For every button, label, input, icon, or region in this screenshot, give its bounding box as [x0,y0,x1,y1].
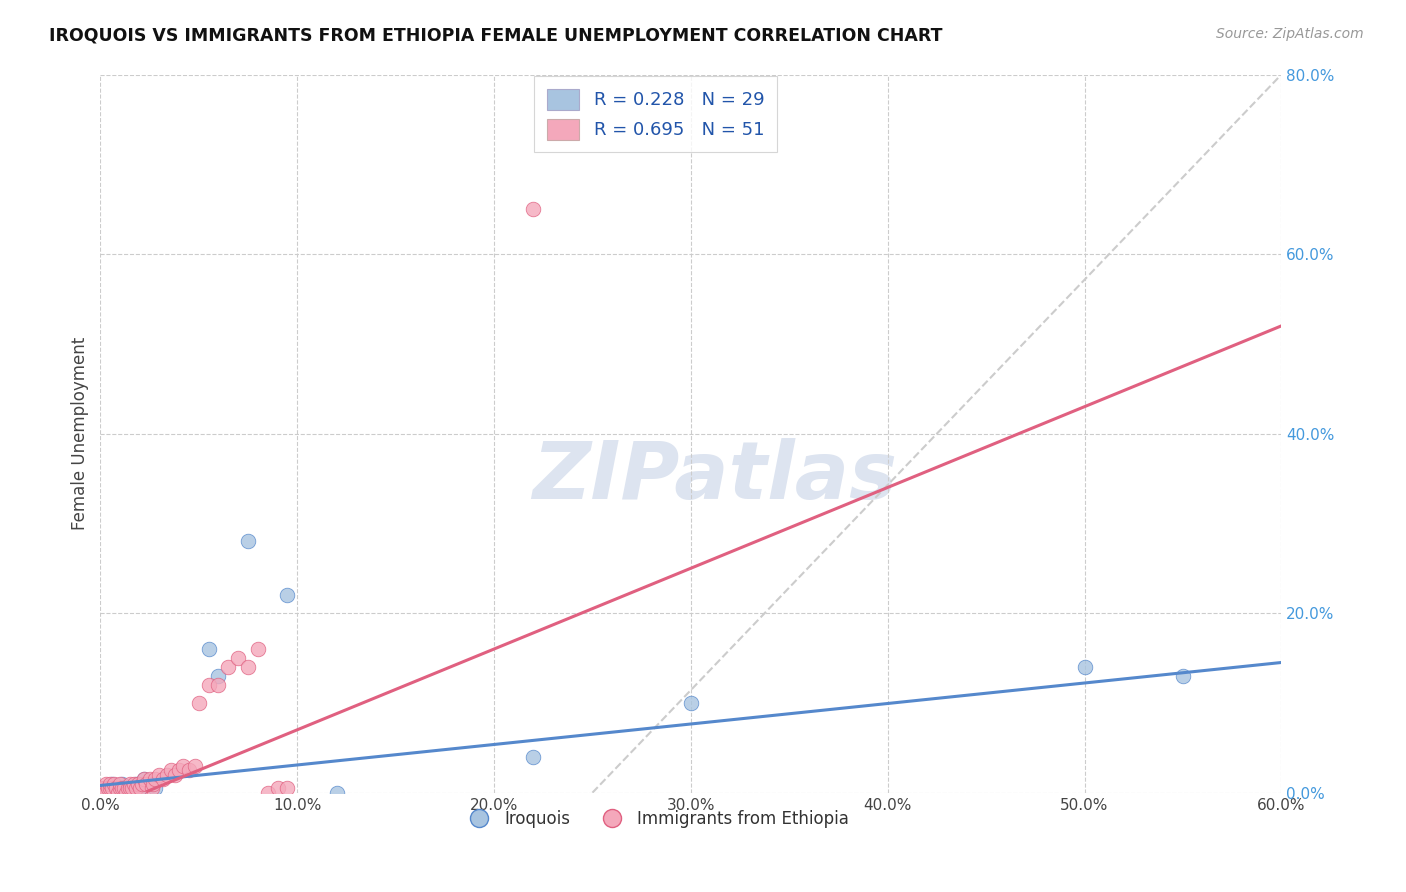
Point [89,781,111,796]
Point [325,786,347,800]
Point [125,781,148,796]
Point [111,777,134,791]
Point [138,777,160,791]
Point [108,777,131,791]
Text: ZIPatlas: ZIPatlas [531,438,897,516]
Point [184,758,207,772]
Point [145,781,167,796]
Point [276,588,298,602]
Point [108,781,131,796]
Point [98,781,121,796]
Point [131,777,153,791]
Point [98,781,121,796]
Point [89,781,111,796]
Point [96,781,118,796]
Point [148,767,170,781]
Point [266,781,288,796]
Point [207,678,229,692]
Point [246,642,269,657]
Point [112,781,135,796]
Point [522,202,544,216]
Point [117,781,139,796]
Point [1073,660,1095,674]
Y-axis label: Female Unemployment: Female Unemployment [72,337,89,530]
Point [108,781,131,796]
Point [217,660,239,674]
Point [96,777,118,791]
Point [111,781,134,796]
Point [160,763,183,777]
Point [121,781,143,796]
Point [132,772,155,787]
Point [197,678,219,692]
Point [97,786,120,800]
Point [172,758,194,772]
Point [132,772,155,787]
Point [256,786,278,800]
Point [156,767,179,781]
Point [121,786,143,800]
Point [118,777,141,791]
Point [105,781,128,796]
Point [91,786,114,800]
Point [125,777,148,791]
Point [128,781,150,796]
Point [1171,669,1194,683]
Point [115,786,138,800]
Point [115,786,138,800]
Point [152,772,174,787]
Point [226,651,249,665]
Point [105,786,128,800]
Point [128,781,150,796]
Point [145,772,167,787]
Legend: Iroquois, Immigrants from Ethiopia: Iroquois, Immigrants from Ethiopia [456,804,855,835]
Point [236,534,259,549]
Point [141,781,163,796]
Point [138,772,160,787]
Point [127,777,149,791]
Point [135,777,157,791]
Point [107,786,129,800]
Point [93,786,115,800]
Point [93,781,115,796]
Point [276,781,298,796]
Point [118,781,141,796]
Point [118,781,141,796]
Point [187,696,209,710]
Point [165,767,187,781]
Point [107,786,129,800]
Point [522,749,544,764]
Point [103,781,125,796]
Point [236,660,259,674]
Point [112,781,135,796]
Point [142,777,165,791]
Point [101,781,124,796]
Point [98,777,121,791]
Point [101,777,124,791]
Point [97,781,120,796]
Point [122,777,145,791]
Point [207,669,229,683]
Text: IROQUOIS VS IMMIGRANTS FROM ETHIOPIA FEMALE UNEMPLOYMENT CORRELATION CHART: IROQUOIS VS IMMIGRANTS FROM ETHIOPIA FEM… [49,27,942,45]
Point [103,777,125,791]
Text: Source: ZipAtlas.com: Source: ZipAtlas.com [1216,27,1364,41]
Point [177,763,200,777]
Point [167,763,190,777]
Point [197,642,219,657]
Point [679,696,702,710]
